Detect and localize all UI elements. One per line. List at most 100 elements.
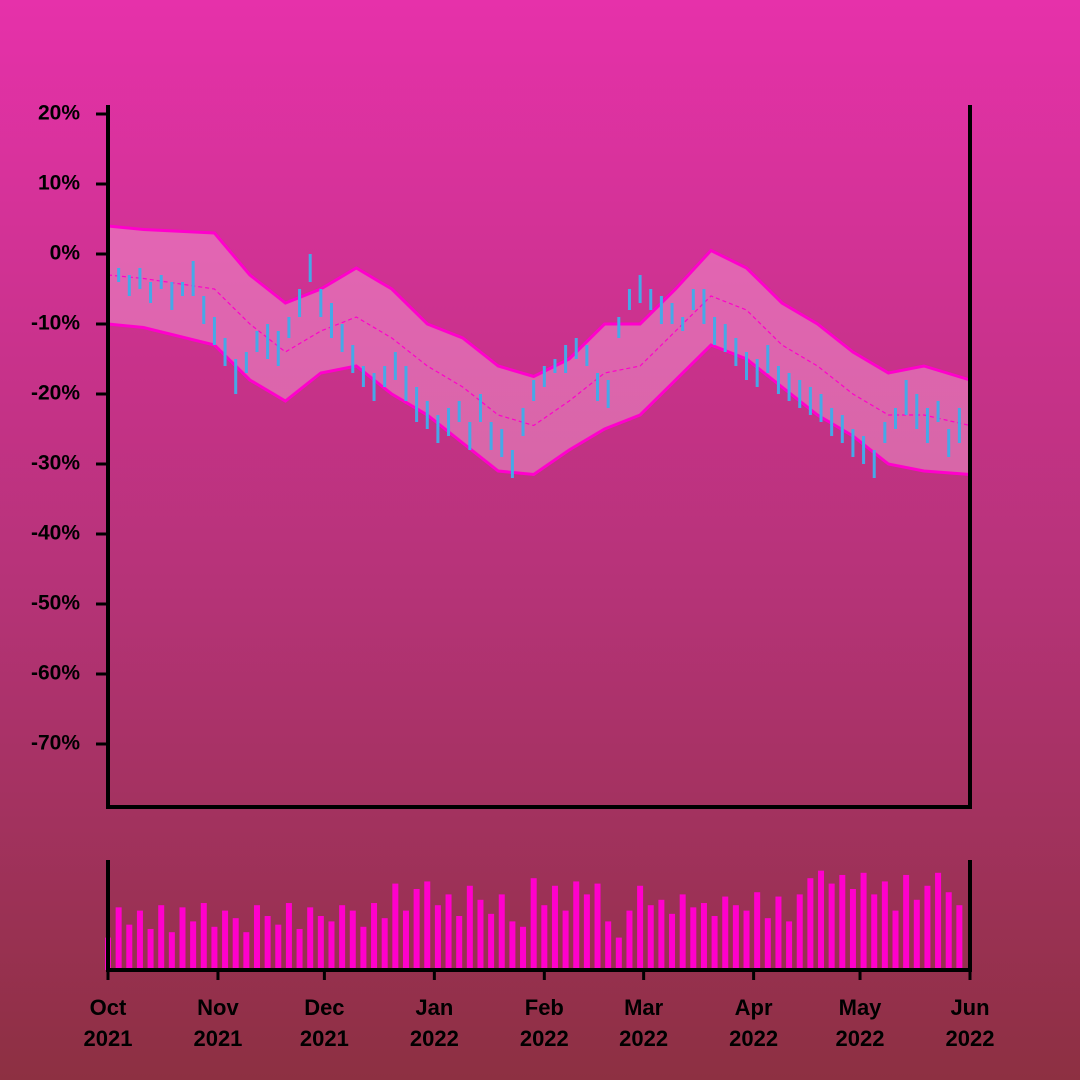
candle [776,366,780,394]
volume-bar [371,903,378,970]
volume-bar [296,928,303,970]
candle [851,429,855,457]
candle [606,380,610,408]
volume-bar [339,905,346,970]
candle [468,422,472,450]
candle [415,387,419,422]
band-lower [107,322,971,477]
volume-bar [222,910,229,970]
candle [457,401,461,422]
candle [521,408,525,436]
volume-bar [583,894,590,970]
candle [627,289,631,310]
volume-bar [573,881,580,970]
volume-bar [498,894,505,970]
volume-bar [818,870,825,970]
candle [617,317,621,338]
candle [755,359,759,387]
y-tick-label: -60% [31,662,80,685]
candle [553,359,557,373]
candle [351,345,355,373]
candle [585,345,589,366]
volume-bar [477,899,484,970]
candle [425,401,429,429]
candle [202,296,206,324]
candle [532,380,536,401]
candle [340,324,344,352]
candle [138,268,142,289]
candle [329,303,333,338]
candle [883,422,887,443]
volume-bar [445,894,452,970]
candle [266,324,270,359]
candle [180,282,184,296]
volume-bar [349,910,356,970]
candle [244,352,248,373]
volume-bar [658,899,665,970]
volume-bar [402,910,409,970]
volume-bar [924,885,931,970]
candle [713,317,717,345]
volume-bar [243,932,250,970]
volume-bar [743,910,750,970]
candle [372,373,376,401]
volume-bar [626,910,633,970]
x-tick-label: Nov 2021 [193,995,243,1051]
volume-bar [764,918,771,970]
candle [819,394,823,422]
candle [393,352,397,380]
volume-bar [211,926,218,970]
candle [787,373,791,401]
candle [319,289,323,317]
volume-bar [307,907,314,970]
volume-bar [232,918,239,970]
candle [542,366,546,387]
band-middle [107,274,971,427]
band-fill [108,226,970,475]
x-tick-label: Jun 2022 [945,995,995,1051]
candle [957,408,961,443]
candle [659,296,663,324]
volume-bar [860,872,867,970]
candle [808,387,812,415]
volume-bar [605,921,612,970]
volume-bar [456,916,463,970]
candle [308,254,312,282]
y-tick-label: -10% [31,312,80,335]
candle [127,275,131,296]
candle [212,317,216,345]
volume-bar [158,905,165,970]
volume-bar [253,905,260,970]
volume-bar [520,926,527,970]
candle [287,317,291,338]
volume-bar [913,899,920,970]
x-tick-label: Apr 2022 [729,995,779,1051]
volume-bar [903,874,910,970]
volume-bar [562,910,569,970]
volume-bar [551,885,558,970]
x-tick-label: May 2022 [835,995,885,1051]
axis-frame [106,860,972,972]
candle [872,450,876,478]
volume-bar [509,921,516,970]
volume-bar [956,905,963,970]
candle [234,359,238,394]
volume-bar [839,874,846,970]
candle [276,331,280,366]
candle [191,261,195,296]
volume-bar [722,896,729,970]
volume-bar [637,885,644,970]
volume-bar [466,885,473,970]
volume-bar [594,883,601,970]
volume-bar [669,913,676,970]
candle [894,408,898,429]
volume-bar [530,878,537,970]
volume-bar [679,894,686,970]
volume-bar [700,903,707,970]
volume-bar [849,889,856,970]
volume-bar [328,921,335,970]
candle [170,282,174,310]
candle [149,282,153,303]
candle [766,345,770,373]
